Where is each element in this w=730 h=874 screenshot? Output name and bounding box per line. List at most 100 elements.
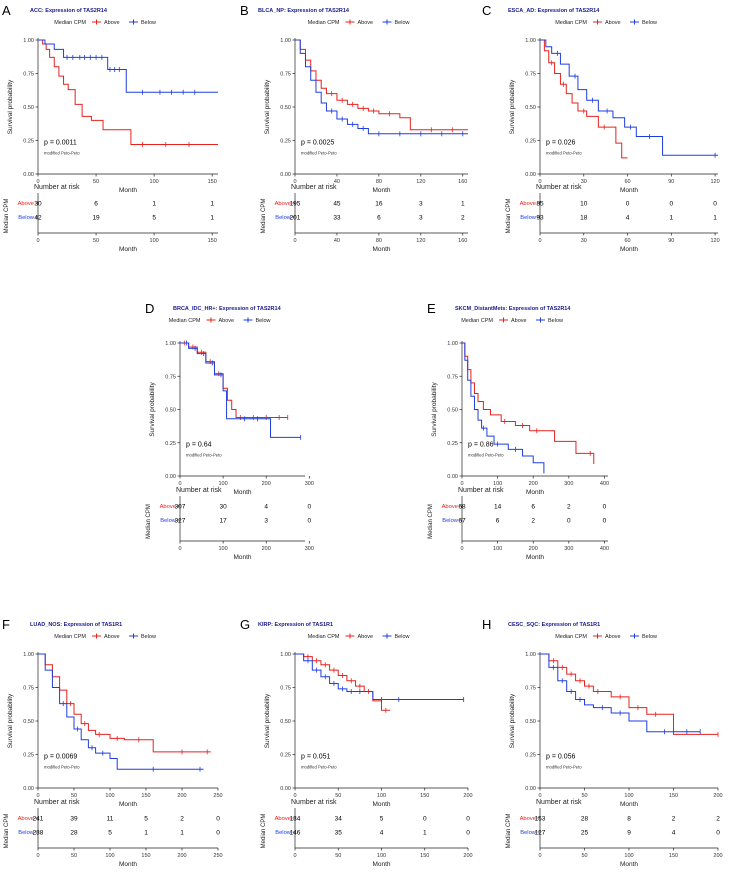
risk-row-label-above: Above <box>18 816 34 822</box>
y-tick-label: 0.75 <box>280 686 291 692</box>
panel-d: D BRCA_IDC_HR+: Expression of TAS2R14 Medi… <box>145 301 314 561</box>
risk-count-above: 0 <box>603 504 607 511</box>
risk-count-above: 4 <box>264 504 268 511</box>
risk-x-tick-label: 80 <box>376 238 382 244</box>
risk-x-axis-label: Month <box>620 246 638 253</box>
survival-curve-below <box>540 653 701 733</box>
x-tick-label: 90 <box>668 179 674 185</box>
risk-count-below: 2 <box>461 215 465 222</box>
risk-x-tick-label: 60 <box>624 238 630 244</box>
y-tick-label: 1.00 <box>165 341 176 347</box>
risk-row-label-below: Below <box>18 215 35 221</box>
x-tick-label: 400 <box>600 481 609 487</box>
legend-label-above: Above <box>605 20 621 26</box>
risk-x-tick-label: 150 <box>208 238 217 244</box>
test-note: modified Peto-Peto <box>44 765 80 770</box>
risk-count-below: 93 <box>536 215 544 222</box>
risk-table-title: Number at risk <box>536 799 582 806</box>
risk-count-above: 195 <box>290 201 301 208</box>
risk-x-tick-label: 160 <box>458 238 467 244</box>
risk-count-below: 25 <box>581 830 589 837</box>
x-tick-label: 50 <box>335 793 341 799</box>
risk-count-below: 201 <box>290 215 301 222</box>
risk-count-above: 85 <box>536 201 544 208</box>
x-tick-label: 250 <box>213 793 222 799</box>
risk-x-axis-label: Month <box>233 554 251 561</box>
panel-letter: A <box>2 3 11 18</box>
risk-count-below: 4 <box>380 830 384 837</box>
x-tick-label: 100 <box>493 481 502 487</box>
risk-x-tick-label: 300 <box>305 546 314 552</box>
risk-count-below: 327 <box>175 518 186 525</box>
panel-h: H CESC_SQC: Expression of TAS1R1 Median CP… <box>482 617 723 868</box>
risk-count-below: 3 <box>264 518 268 525</box>
test-note: modified Peto-Peto <box>44 151 80 156</box>
y-tick-label: 0.25 <box>447 441 458 447</box>
risk-x-tick-label: 100 <box>219 546 228 552</box>
survival-curve-below <box>540 39 718 156</box>
chart-title: BRCA_IDC_HR+: Expression of TAS2R14 <box>173 306 282 312</box>
x-tick-label: 150 <box>141 793 150 799</box>
risk-x-tick-label: 200 <box>713 853 722 859</box>
risk-count-above: 6 <box>531 504 535 511</box>
y-tick-label: 0.75 <box>165 374 176 380</box>
risk-count-below: 1 <box>669 215 673 222</box>
panel-letter: E <box>427 301 436 316</box>
risk-count-above: 307 <box>175 504 186 511</box>
x-axis-label: Month <box>526 489 544 496</box>
x-tick-label: 150 <box>208 179 217 185</box>
risk-x-axis-label: Month <box>372 861 390 868</box>
risk-count-below: 9 <box>627 830 631 837</box>
risk-row-label-below: Below <box>520 215 537 221</box>
survival-curve-below <box>295 39 468 135</box>
p-value: p = 0.0011 <box>44 140 77 147</box>
risk-count-below: 6 <box>496 518 500 525</box>
risk-count-above: 8 <box>627 816 631 823</box>
risk-x-tick-label: 100 <box>624 853 633 859</box>
risk-row-label-above: Above <box>520 201 536 207</box>
risk-count-above: 11 <box>107 816 114 823</box>
survival-curve-above <box>180 342 288 418</box>
risk-x-tick-label: 100 <box>105 853 114 859</box>
risk-row-label-above: Above <box>275 816 291 822</box>
risk-x-axis-label: Month <box>119 246 137 253</box>
legend-label-below: Below <box>642 20 657 26</box>
legend-label-above: Above <box>104 634 120 640</box>
y-tick-label: 0.00 <box>23 172 34 178</box>
y-tick-label: 0.50 <box>280 105 291 111</box>
survival-curve-below <box>180 342 301 438</box>
risk-count-above: 1 <box>152 201 156 208</box>
risk-count-below: 1 <box>210 215 214 222</box>
x-axis-label: Month <box>119 187 137 194</box>
y-tick-label: 0.00 <box>165 474 176 480</box>
risk-count-above: 14 <box>494 504 502 511</box>
risk-count-above: 28 <box>581 816 589 823</box>
risk-x-tick-label: 0 <box>178 546 181 552</box>
risk-count-above: 5 <box>144 816 148 823</box>
y-tick-label: 1.00 <box>23 652 34 658</box>
legend-title: Median CPM <box>461 318 493 324</box>
legend-label-above: Above <box>358 20 374 26</box>
risk-count-below: 1 <box>423 830 427 837</box>
risk-count-below: 4 <box>672 830 676 837</box>
p-value: p = 0.026 <box>546 140 575 147</box>
risk-x-tick-label: 200 <box>262 546 271 552</box>
legend-label-below: Below <box>395 20 410 26</box>
risk-count-above: 0 <box>713 201 717 208</box>
x-tick-label: 100 <box>150 179 159 185</box>
risk-count-below: 0 <box>216 830 220 837</box>
risk-count-below: 1 <box>713 215 717 222</box>
risk-count-above: 6 <box>94 201 98 208</box>
risk-count-above: 45 <box>333 201 341 208</box>
risk-x-tick-label: 120 <box>710 238 719 244</box>
panel-letter: B <box>240 3 249 18</box>
y-tick-label: 1.00 <box>23 38 34 44</box>
x-tick-label: 0 <box>538 179 541 185</box>
risk-y-axis-label: Median CPM <box>4 199 10 234</box>
y-tick-label: 0.25 <box>165 441 176 447</box>
risk-table-title: Number at risk <box>34 799 80 806</box>
risk-count-below: 4 <box>626 215 630 222</box>
x-axis-label: Month <box>372 187 390 194</box>
test-note: modified Peto-Peto <box>301 151 337 156</box>
risk-count-above: 153 <box>535 816 546 823</box>
